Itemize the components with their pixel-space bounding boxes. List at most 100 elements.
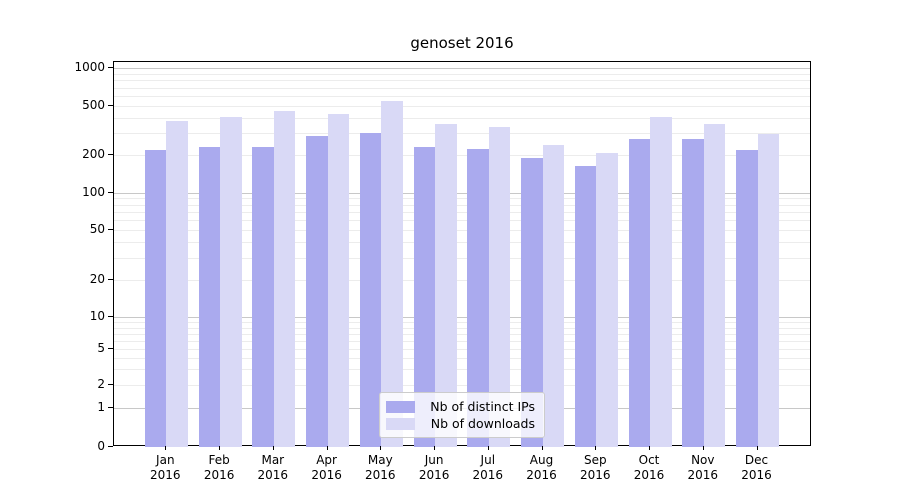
x-tick-mark <box>487 446 489 450</box>
major-gridline <box>114 317 810 319</box>
y-tick-label-10: 10 <box>89 309 105 324</box>
x-tick-mark <box>434 446 436 450</box>
x-tick-mark <box>595 446 597 450</box>
bar-distinct-ips-jul <box>467 148 489 447</box>
minor-gridline <box>114 87 810 89</box>
y-tick-label-50: 50 <box>89 222 105 237</box>
x-tick-mark <box>649 446 650 450</box>
minor-gridline <box>114 155 810 157</box>
y-tick-mark <box>108 406 113 408</box>
minor-gridline <box>114 340 810 342</box>
y-tick-label-200: 200 <box>82 147 105 162</box>
x-tick-label-sep: Sep 2016 <box>580 453 611 482</box>
bar-distinct-ips-aug <box>521 158 543 447</box>
minor-gridline <box>114 322 810 323</box>
legend-row-downloads: Nb of downloads <box>386 416 535 431</box>
x-tick-mark <box>272 446 274 450</box>
bar-distinct-ips-feb <box>198 146 220 447</box>
y-tick-mark <box>108 316 113 318</box>
bar-downloads-may <box>381 100 403 447</box>
x-tick-label-feb: Feb 2016 <box>203 453 235 482</box>
y-tick-mark <box>108 229 113 231</box>
bar-downloads-jul <box>488 126 511 447</box>
minor-gridline <box>114 133 810 135</box>
x-tick-label-nov: Nov 2016 <box>687 453 719 482</box>
x-tick-label-oct: Oct 2016 <box>633 453 665 482</box>
minor-gridline <box>114 358 810 360</box>
bar-distinct-ips-oct <box>628 139 650 447</box>
legend-label-distinct-ips: Nb of distinct IPs <box>430 399 535 414</box>
y-tick-mark <box>108 278 113 280</box>
minor-gridline <box>114 212 810 213</box>
bar-downloads-mar <box>273 110 296 447</box>
x-tick-mark <box>165 446 167 450</box>
bar-distinct-ips-may <box>359 133 382 447</box>
x-tick-label-may: May 2016 <box>365 453 396 482</box>
minor-gridline <box>114 369 810 371</box>
y-tick-label-2: 2 <box>97 377 105 392</box>
x-tick-mark <box>541 446 543 450</box>
bar-downloads-dec <box>757 134 779 447</box>
minor-gridline <box>114 327 810 329</box>
x-tick-label-jul: Jul 2016 <box>472 453 504 482</box>
x-tick-label-aug: Aug 2016 <box>526 453 557 482</box>
minor-gridline <box>114 242 810 244</box>
bar-downloads-aug <box>542 145 565 447</box>
bar-downloads-jun <box>435 123 457 447</box>
x-tick-mark <box>756 446 758 450</box>
bar-distinct-ips-mar <box>252 146 274 447</box>
minor-gridline <box>114 220 810 222</box>
bar-distinct-ips-jun <box>413 146 436 447</box>
minor-gridline <box>114 385 810 387</box>
y-tick-label-20: 20 <box>89 271 105 286</box>
bar-distinct-ips-nov <box>682 139 704 447</box>
minor-gridline <box>114 198 810 200</box>
major-gridline <box>114 192 810 194</box>
y-tick-label-1: 1 <box>97 399 105 414</box>
x-tick-mark <box>219 446 221 450</box>
y-tick-mark <box>108 446 113 447</box>
y-tick-mark <box>108 104 113 106</box>
x-tick-mark <box>702 446 704 450</box>
chart-title: genoset 2016 <box>410 34 514 52</box>
minor-gridline <box>114 204 810 206</box>
y-tick-mark <box>108 384 113 386</box>
x-tick-label-jun: Jun 2016 <box>418 453 450 482</box>
y-tick-mark <box>108 191 113 193</box>
minor-gridline <box>114 279 810 281</box>
minor-gridline <box>114 257 810 259</box>
minor-gridline <box>114 95 810 97</box>
legend-swatch-distinct-ips <box>386 400 415 413</box>
x-tick-label-mar: Mar 2016 <box>257 453 289 482</box>
y-tick-label-100: 100 <box>82 184 105 199</box>
plot-area: Nb of distinct IPs Nb of downloads <box>113 61 811 447</box>
bar-downloads-sep <box>596 152 618 447</box>
minor-gridline <box>114 333 810 335</box>
major-gridline <box>114 68 810 70</box>
x-tick-label-jan: Jan 2016 <box>150 453 181 482</box>
x-tick-label-dec: Dec 2016 <box>741 453 772 482</box>
bar-distinct-ips-jan <box>144 150 167 447</box>
bar-downloads-nov <box>703 124 726 447</box>
bar-distinct-ips-dec <box>736 150 758 447</box>
minor-gridline <box>114 117 810 119</box>
y-tick-mark <box>108 67 113 69</box>
bar-downloads-oct <box>650 117 672 447</box>
legend: Nb of distinct IPs Nb of downloads <box>379 392 545 438</box>
minor-gridline <box>114 349 810 351</box>
y-tick-mark <box>108 348 113 350</box>
bar-distinct-ips-sep <box>574 165 597 447</box>
minor-gridline <box>114 80 810 82</box>
minor-gridline <box>114 230 810 232</box>
x-tick-mark <box>326 446 328 450</box>
x-tick-label-apr: Apr 2016 <box>311 453 342 482</box>
y-tick-label-500: 500 <box>82 97 105 112</box>
legend-row-distinct-ips: Nb of distinct IPs <box>386 399 535 414</box>
bar-downloads-feb <box>220 116 242 447</box>
y-tick-label-5: 5 <box>97 341 105 356</box>
x-tick-mark <box>380 446 382 450</box>
bar-downloads-jan <box>166 121 188 447</box>
y-tick-label-1000: 1000 <box>74 60 105 75</box>
bar-downloads-apr <box>327 113 350 447</box>
